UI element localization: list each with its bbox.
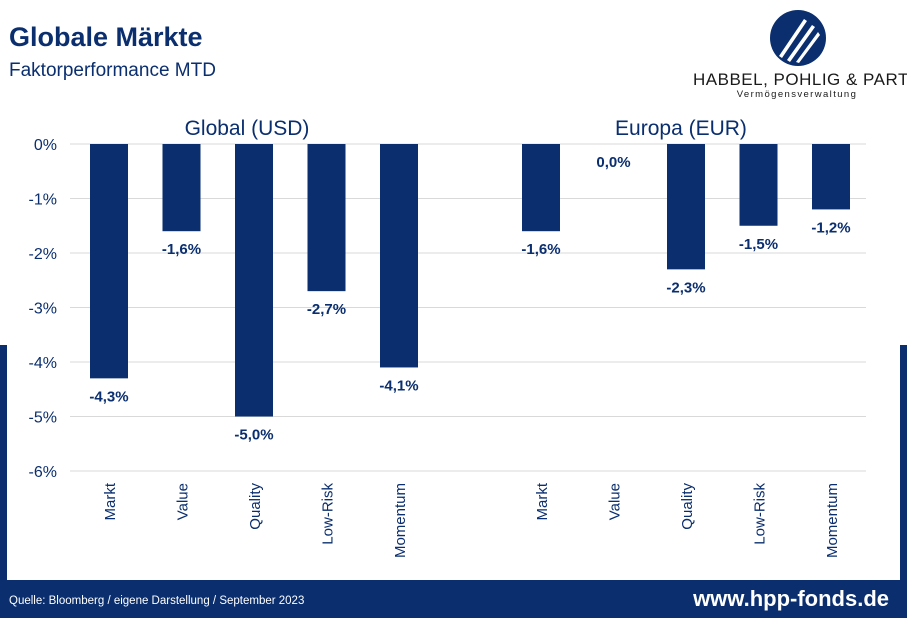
- bar: [307, 144, 346, 292]
- data-label: -1,6%: [521, 241, 560, 258]
- y-tick-label: -1%: [29, 192, 57, 209]
- data-label: -2,3%: [666, 279, 705, 296]
- x-tick-label: Quality: [247, 483, 264, 530]
- bar: [667, 144, 705, 270]
- y-tick-label: -5%: [29, 410, 57, 427]
- page-title: Globale Märkte: [9, 22, 203, 52]
- left-accent-bar: [0, 345, 7, 580]
- data-label: -5,0%: [234, 427, 273, 444]
- data-label: -4,1%: [379, 377, 418, 394]
- bar: [522, 144, 560, 232]
- bar: [162, 144, 201, 232]
- data-label: -1,6%: [162, 241, 201, 258]
- bar: [812, 144, 850, 210]
- x-tick-label: Markt: [534, 482, 551, 520]
- page-subtitle: Faktorperformance MTD: [9, 60, 216, 81]
- data-label: -4,3%: [89, 388, 128, 405]
- chart-title: Global (USD): [185, 117, 310, 140]
- source-note: Quelle: Bloomberg / eigene Darstellung /…: [9, 595, 305, 607]
- x-tick-label: Momentum: [824, 483, 841, 558]
- company-name: HABBEL, POHLIG & PARTNER: [693, 70, 907, 89]
- bar: [380, 144, 418, 368]
- bar: [90, 144, 128, 379]
- website-link[interactable]: www.hpp-fonds.de: [693, 586, 889, 611]
- x-tick-label: Value: [607, 483, 624, 520]
- y-tick-label: -2%: [29, 246, 57, 263]
- right-accent-bar: [900, 345, 907, 580]
- data-label: -2,7%: [307, 301, 346, 318]
- y-tick-label: 0%: [34, 137, 57, 154]
- x-tick-label: Markt: [102, 482, 119, 520]
- factor-performance-chart: 0% -1% -2% -3% -4% -5% -6% Global (USD) -4,3% Mar…: [29, 117, 866, 558]
- x-tick-label: Momentum: [392, 483, 409, 558]
- x-tick-label: Value: [175, 483, 192, 520]
- footer: Quelle: Bloomberg / eigene Darstellung /…: [0, 580, 907, 618]
- x-tick-label: Quality: [679, 483, 696, 530]
- y-tick-label: -6%: [29, 464, 57, 481]
- x-tick-label: Low-Risk: [320, 483, 337, 545]
- y-tick-label: -4%: [29, 355, 57, 372]
- x-tick-label: Low-Risk: [752, 483, 769, 545]
- data-label: 0,0%: [596, 154, 630, 171]
- bar: [739, 144, 778, 226]
- bar: [235, 144, 273, 417]
- chart-title: Europa (EUR): [615, 117, 747, 140]
- hpp-logo-icon: [770, 10, 826, 66]
- data-label: -1,2%: [811, 219, 850, 236]
- data-label: -1,5%: [739, 236, 778, 253]
- company-tagline: Vermögensverwaltung: [736, 89, 858, 100]
- y-tick-label: -3%: [29, 301, 57, 318]
